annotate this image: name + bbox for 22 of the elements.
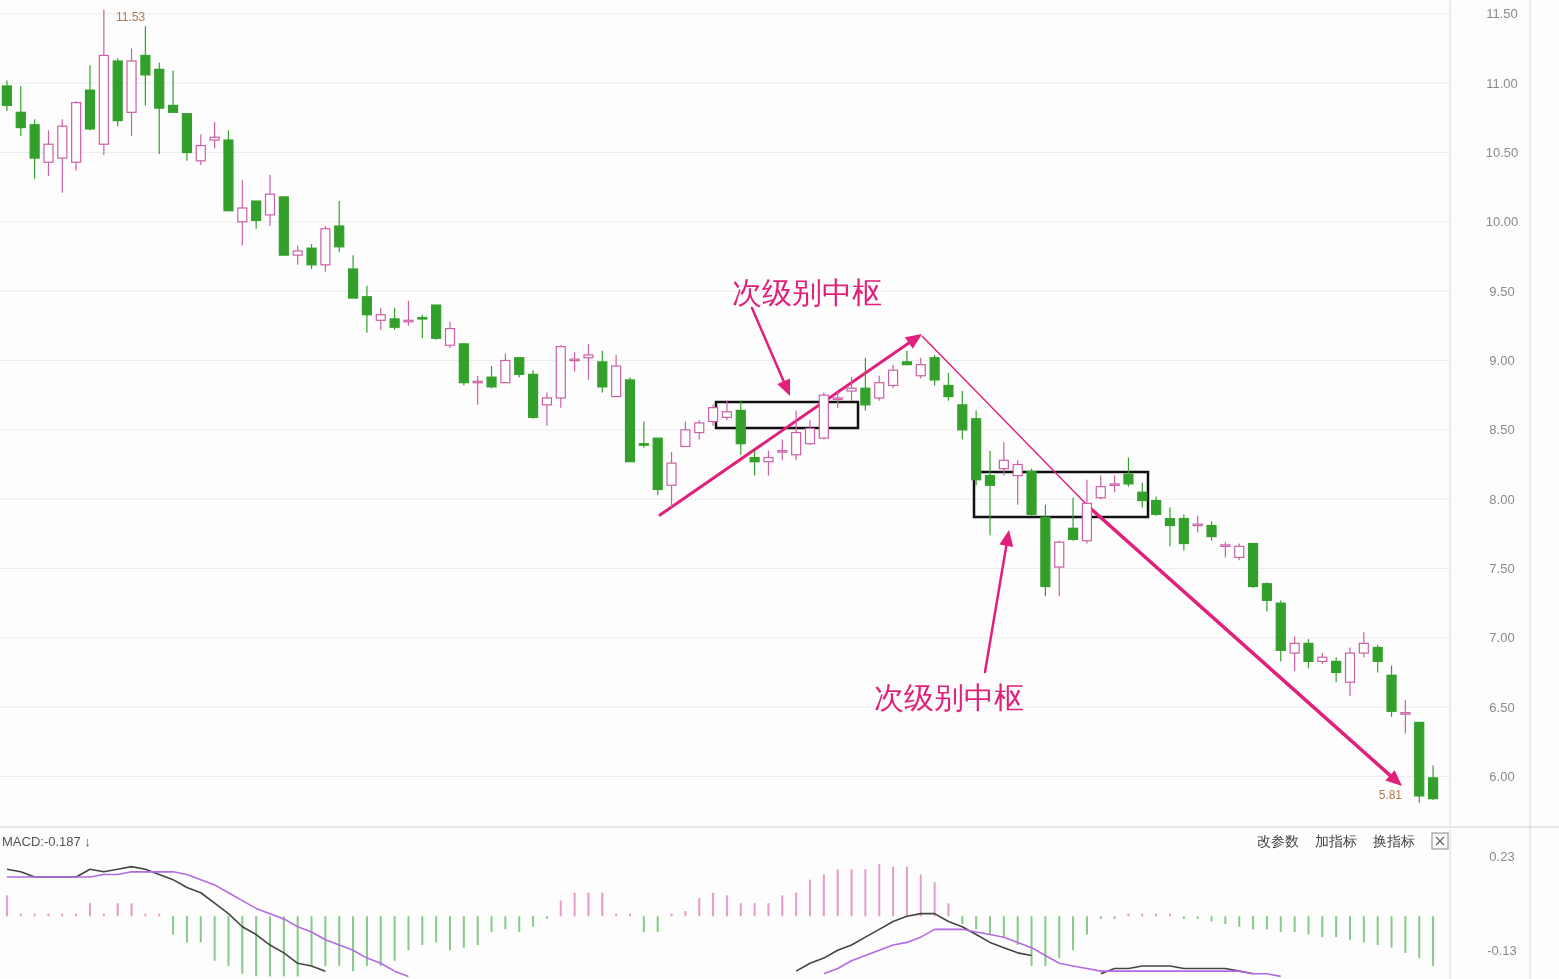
- y-tick-label: 10.50: [1485, 145, 1519, 161]
- y-tick-label: 0.23: [1489, 848, 1515, 864]
- annotation: 次级别中枢: [732, 275, 882, 309]
- annotation: 11.53: [116, 10, 146, 24]
- y-tick-label: 9.50: [1489, 283, 1515, 299]
- annotation: 换指标: [1373, 833, 1415, 849]
- y-tick-label: 8.50: [1489, 422, 1515, 438]
- y-tick-label: 11.50: [1486, 6, 1518, 22]
- y-tick-label: 6.50: [1489, 699, 1515, 715]
- y-tick-label: 10.00: [1485, 214, 1519, 230]
- y-tick-label: -0.13: [1487, 942, 1517, 958]
- annotation: 5.81: [1378, 788, 1403, 802]
- chart-title: MACD:-0.187 ↓: [2, 833, 91, 849]
- y-tick-label: 7.00: [1489, 630, 1515, 646]
- y-tick-label: 6.00: [1489, 768, 1515, 784]
- y-tick-label: 11.00: [1486, 75, 1518, 91]
- y-tick-label: 8.00: [1489, 491, 1515, 507]
- annotation: 加指标: [1315, 833, 1357, 849]
- annotation: 改参数: [1257, 833, 1299, 849]
- annotation: 次级别中枢: [874, 680, 1024, 714]
- y-tick-label: 7.50: [1489, 560, 1515, 576]
- y-tick-label: 9.00: [1489, 353, 1515, 368]
